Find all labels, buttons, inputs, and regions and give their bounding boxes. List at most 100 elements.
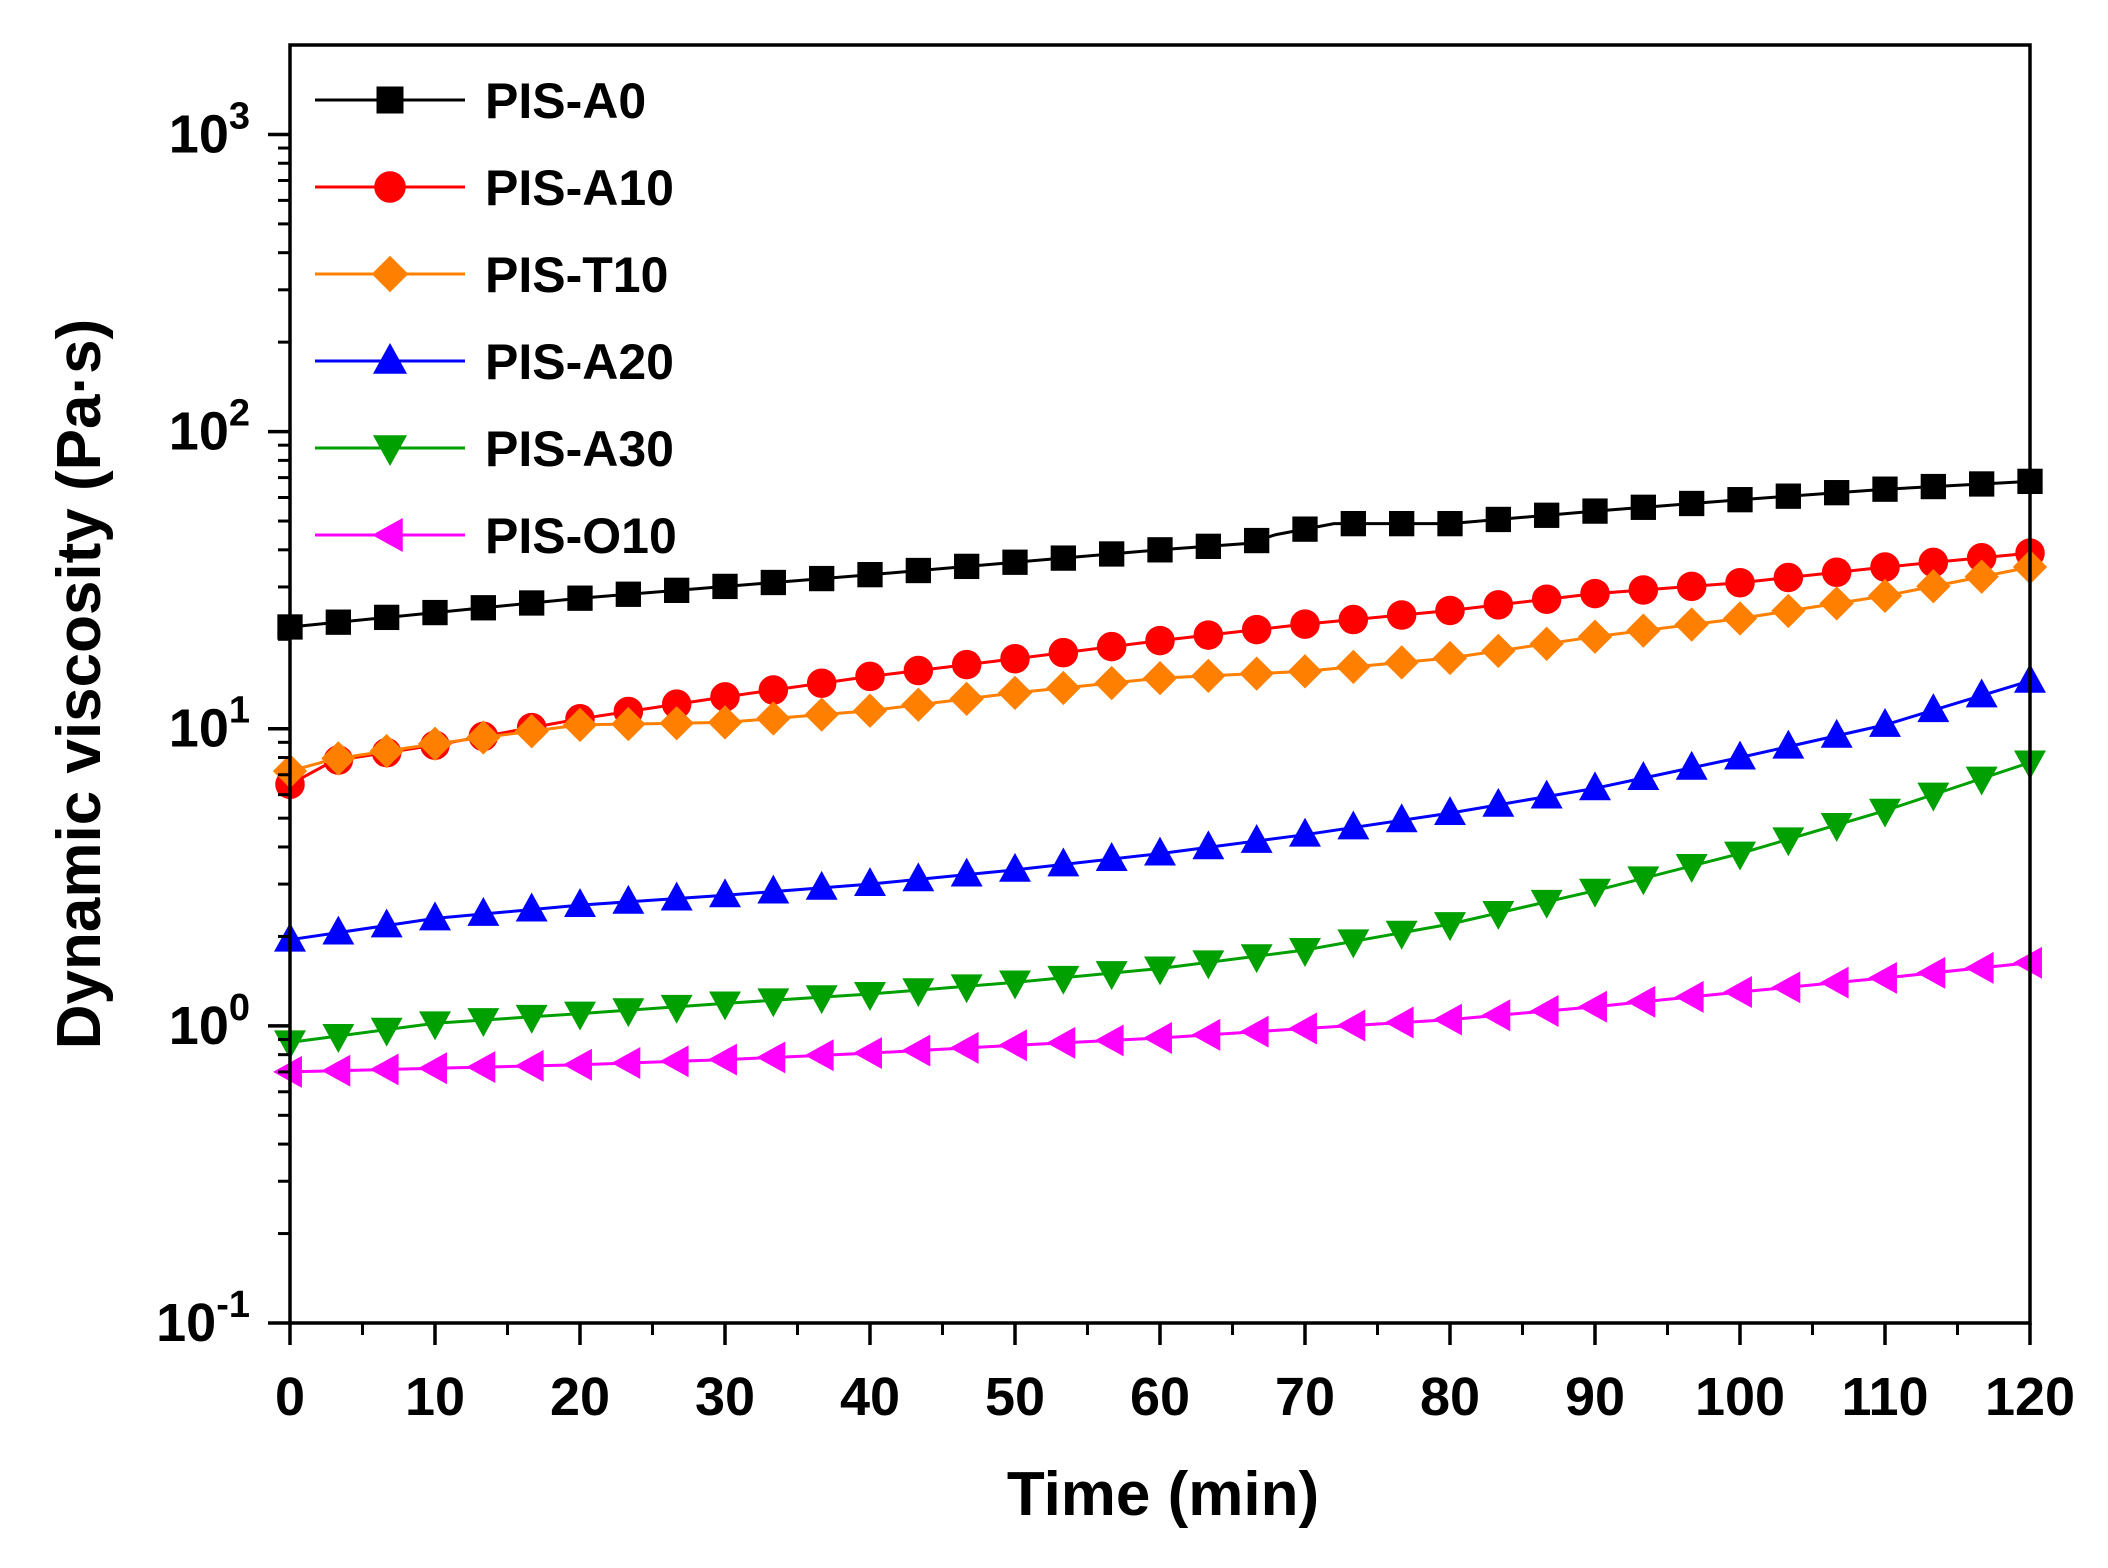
data-point [1965, 766, 1998, 796]
axis-layer: 0 10 20 30 40 50 60 70 80 90 100 110 120 10-1 100 101 10… [156, 95, 2075, 1427]
data-point [1969, 471, 1995, 497]
data-point [1336, 649, 1371, 685]
data-point [564, 888, 596, 918]
x-tick-label: 80 [1420, 1367, 1480, 1427]
legend-entry: PIS-A20 [315, 334, 674, 390]
data-point [1964, 559, 1999, 594]
data-point [1290, 609, 1320, 639]
data-point [1099, 541, 1125, 567]
data-point [712, 573, 738, 600]
data-point [998, 1029, 1027, 1062]
data-point [1338, 604, 1369, 635]
data-point [369, 733, 404, 769]
data-point [758, 675, 789, 705]
series-PIS-A30 [274, 750, 2046, 1060]
data-point [1920, 473, 1946, 500]
data-point [1433, 1003, 1462, 1036]
data-point [760, 569, 786, 596]
data-point [854, 982, 886, 1011]
data-point [1582, 498, 1608, 524]
data-point [1627, 866, 1660, 896]
data-point [1529, 995, 1559, 1027]
data-point [1867, 578, 1903, 614]
data-point [1292, 516, 1318, 542]
data-point [1674, 607, 1709, 642]
data-point [1628, 575, 1659, 605]
data-point [1723, 976, 1752, 1008]
data-point [1340, 510, 1366, 537]
data-point [1724, 841, 1756, 871]
data-point [1240, 944, 1273, 974]
data-point [1289, 817, 1321, 847]
data-point [950, 974, 983, 1004]
data-point [1240, 824, 1273, 853]
data-point [1964, 951, 1994, 984]
data-point [2013, 946, 2042, 979]
data-point [470, 595, 496, 621]
data-point [809, 565, 835, 592]
data-point [857, 562, 883, 588]
data-point [514, 1049, 544, 1082]
x-tick-label: 10 [405, 1367, 465, 1427]
data-point [949, 1031, 979, 1064]
data-point [949, 681, 984, 716]
data-point [1485, 506, 1511, 533]
data-point [1916, 956, 1946, 989]
data-point [467, 896, 500, 926]
data-point [1337, 810, 1370, 840]
x-tick-label: 20 [550, 1367, 610, 1427]
series-PIS-A0 [277, 468, 2043, 640]
data-point [1724, 740, 1756, 770]
data-point [660, 994, 693, 1024]
x-tick-label: 0 [275, 1367, 305, 1427]
data-point [1000, 643, 1030, 674]
data-point [1771, 971, 1801, 1004]
data-point [562, 707, 598, 743]
data-point [1821, 557, 1852, 588]
data-point [1725, 567, 1755, 598]
data-point [1965, 678, 1998, 708]
series-layer [272, 468, 2048, 1088]
data-point [1288, 1012, 1317, 1045]
data-point [567, 585, 593, 611]
data-point [1872, 476, 1898, 502]
data-point [1046, 670, 1081, 706]
data-point [1192, 950, 1225, 980]
data-point [419, 1011, 451, 1041]
data-point [1917, 693, 1950, 723]
data-point [1580, 578, 1610, 609]
data-point [1679, 490, 1705, 517]
data-point [805, 870, 838, 900]
legend-label: PIS-A10 [485, 160, 674, 216]
data-point [659, 1045, 689, 1078]
data-point [1824, 480, 1850, 506]
data-point [1775, 483, 1801, 509]
data-point [1191, 658, 1226, 694]
data-point [321, 1054, 351, 1087]
data-point [1094, 1024, 1124, 1057]
y-tick-label: 103 [169, 95, 250, 164]
data-point [1244, 527, 1270, 554]
data-point [1239, 656, 1274, 691]
data-point [855, 661, 885, 692]
data-point [852, 693, 888, 728]
data-point [804, 697, 839, 732]
legend-label: PIS-A0 [485, 73, 646, 129]
data-point [1481, 633, 1516, 669]
data-point [1917, 782, 1950, 812]
legend-entry: PIS-A0 [315, 73, 646, 129]
y-tick-label: 102 [169, 393, 250, 462]
data-point [1386, 600, 1417, 630]
data-point [997, 675, 1033, 711]
data-point [1483, 590, 1514, 620]
data-point [1047, 965, 1080, 995]
data-point [322, 1024, 355, 1053]
data-point [1727, 487, 1753, 513]
data-point [369, 1053, 399, 1086]
data-point [1195, 533, 1221, 559]
x-tick-label: 60 [1130, 1367, 1190, 1427]
data-point [902, 862, 935, 892]
data-point [756, 1041, 786, 1074]
data-point [372, 342, 408, 374]
x-tick-label: 100 [1695, 1367, 1785, 1427]
